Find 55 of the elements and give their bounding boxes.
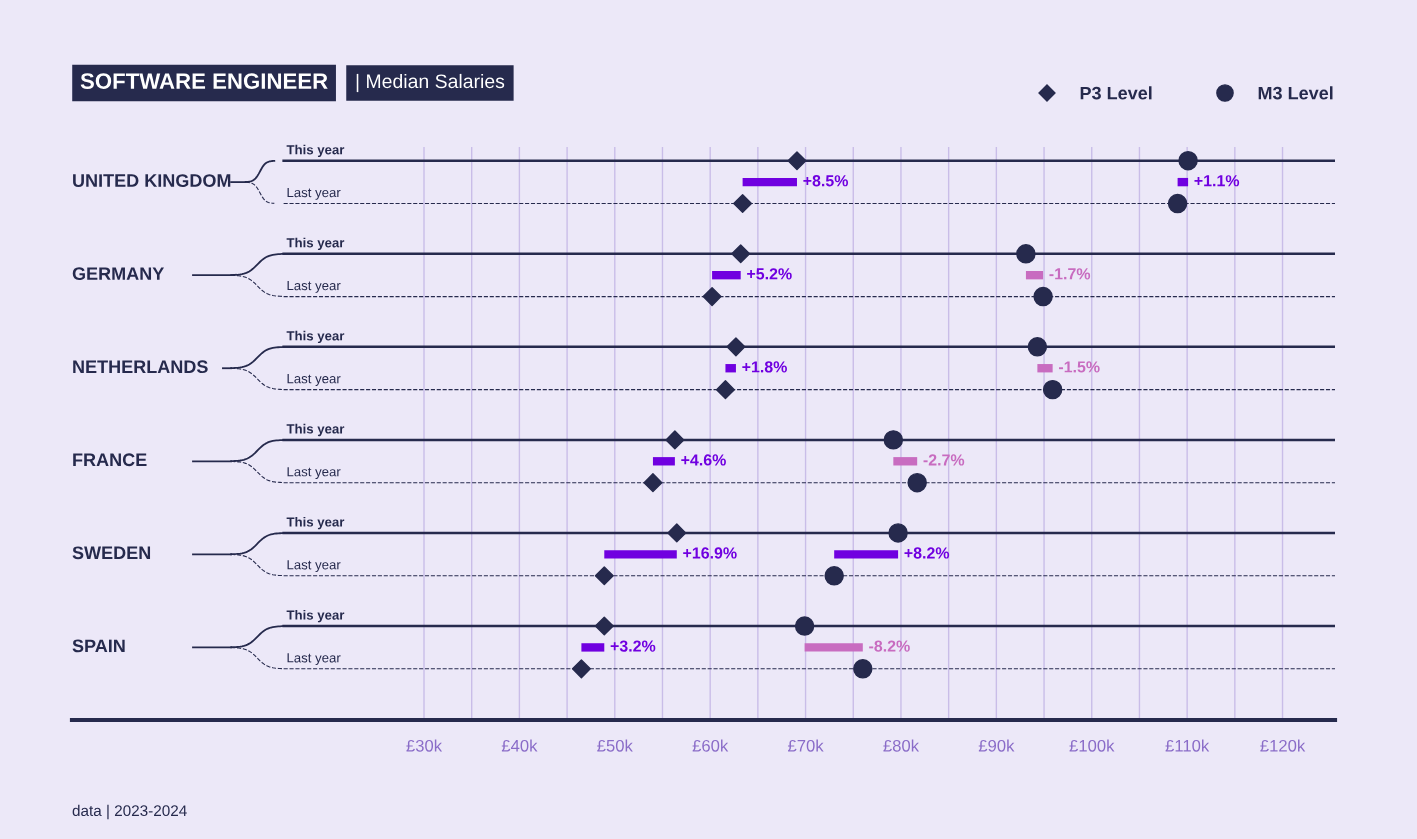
x-tick-label: £100k: [1069, 739, 1115, 752]
annotation: +8.2%: [904, 547, 950, 559]
x-tick-label: £90k: [978, 739, 1015, 752]
annotation: +4.6%: [681, 454, 726, 466]
annotation: This year: [286, 609, 345, 623]
bar: [725, 364, 736, 373]
annotation: -8.2%: [869, 640, 910, 652]
annotation: +1.8%: [742, 361, 787, 373]
x-tick-label: £60k: [692, 739, 729, 752]
y-tick-label: GERMANY: [72, 267, 164, 281]
x-tick-label: £110k: [1165, 739, 1210, 752]
annotation: This year: [286, 237, 345, 251]
text: data | 2023-2024: [72, 804, 187, 820]
annotation: -2.7%: [923, 454, 965, 466]
chart-title: SOFTWARE ENGINEER: [80, 73, 328, 89]
y-tick-label: SPAIN: [72, 639, 125, 653]
y-tick-label: SWEDEN: [72, 546, 151, 560]
bar: [581, 643, 605, 652]
legend-label: M3 Level: [1258, 86, 1333, 100]
x-tick-label: £120k: [1260, 739, 1306, 752]
annotation: Last year: [287, 467, 341, 479]
annotation: This year: [286, 516, 345, 530]
bar: [742, 177, 797, 187]
bar: [604, 550, 677, 559]
x-tick-label: £30k: [406, 739, 443, 752]
y-tick-label: FRANCE: [73, 453, 147, 467]
bar: [893, 457, 918, 466]
bar: [712, 270, 741, 280]
y-tick-label: NETHERLANDS: [73, 360, 208, 374]
bar: [1037, 364, 1053, 373]
annotation: Last year: [287, 187, 341, 200]
annotation: Last year: [287, 653, 341, 666]
annotation: +1.1%: [1194, 175, 1240, 187]
annotation: This year: [286, 144, 345, 157]
annotation: Last year: [287, 374, 341, 386]
annotation: Last year: [287, 281, 341, 293]
x-tick-label: £80k: [883, 739, 920, 752]
annotation: +3.2%: [610, 640, 656, 652]
bar: [1025, 270, 1044, 280]
legend-label: P3 Level: [1080, 86, 1152, 100]
x-tick-label: £50k: [597, 739, 633, 752]
annotation: Last year: [287, 560, 341, 573]
bar: [652, 457, 675, 466]
annotation: This year: [286, 423, 345, 437]
annotation: +8.5%: [803, 175, 849, 187]
x-tick-label: £40k: [501, 739, 538, 752]
annotation: This year: [286, 330, 345, 344]
bar: [804, 643, 863, 652]
y-tick-label: UNITED KINGDOM: [73, 174, 231, 187]
annotation: -1.7%: [1049, 268, 1091, 280]
annotation: -1.5%: [1058, 361, 1100, 373]
annotation: +5.2%: [747, 268, 792, 280]
x-tick-label: £70k: [787, 739, 824, 752]
chart-subtitle: | Median Salaries: [356, 73, 505, 93]
annotation: +16.9%: [683, 547, 737, 559]
